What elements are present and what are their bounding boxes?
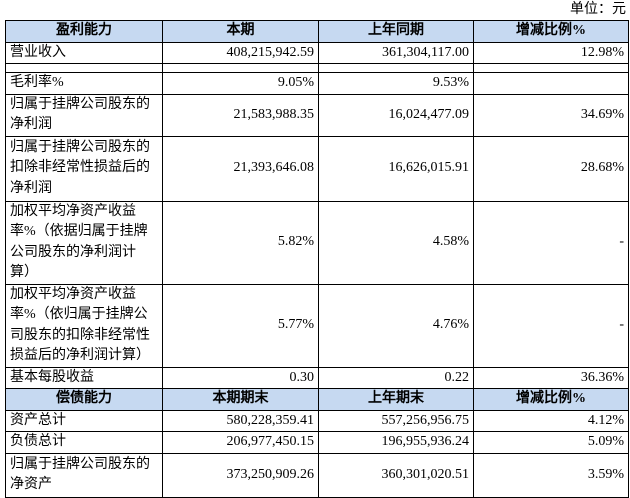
value-cell: [473, 72, 629, 95]
row-label: 负债总计: [5, 431, 163, 454]
value-cell: 373,250,909.26: [162, 452, 319, 498]
value-cell: 16,626,015.91: [318, 135, 474, 202]
value-cell: 36.36%: [473, 366, 629, 389]
label-line: 率%（依据归属于挂牌: [10, 224, 148, 239]
header-cell: 本期: [162, 20, 319, 43]
label-line: 扣除非经常性损益后的: [10, 160, 150, 176]
label-line: 公司股东的净利润计: [10, 244, 136, 260]
value-cell: 5.82%: [162, 200, 319, 285]
data-row: 毛利率% 9.05% 9.53%: [5, 72, 629, 95]
data-row: 负债总计 206,977,450.15 196,955,936.24 5.09%: [5, 431, 629, 454]
value-cell: 4.58%: [318, 200, 474, 285]
header-cell: 增减比例%: [473, 388, 629, 411]
row-label: 归属于挂牌公司股东的 扣除非经常性损益后的 净利润: [5, 135, 163, 202]
label-line: 毛利率%: [10, 75, 64, 90]
value-cell: -: [473, 283, 629, 368]
row-label: 基本每股收益: [5, 366, 163, 389]
value-cell: 4.76%: [318, 283, 474, 368]
label-line: 归属于挂牌公司股东的: [10, 456, 150, 472]
label-line: 基本每股收益: [10, 369, 94, 385]
row-label: 归属于挂牌公司股东的 净资产: [5, 452, 163, 498]
value-cell: 0.30: [162, 366, 319, 389]
row-label: 归属于挂牌公司股东的 净利润: [5, 93, 163, 137]
header-row: 偿债能力 本期期末 上年期末 增减比例%: [5, 388, 629, 411]
label-line: 净利润: [10, 117, 52, 132]
row-label: 毛利率%: [5, 72, 163, 95]
value-cell: 0.22: [318, 366, 474, 389]
row-label: 资产总计: [5, 409, 163, 432]
value-cell: 3.59%: [473, 452, 629, 498]
row-label: 加权平均净资产收益 率%（依据归属于挂牌 公司股东的净利润计 算）: [5, 200, 163, 285]
value-cell: -: [473, 200, 629, 285]
label-line: 净利润: [10, 180, 52, 196]
label-line: 算）: [10, 265, 38, 280]
value-cell: 4.12%: [473, 409, 629, 432]
label-line: 资产总计: [10, 412, 66, 428]
label-line: 净资产: [10, 477, 52, 492]
data-row: 营业收入 408,215,942.59 361,304,117.00 12.98%: [5, 41, 629, 64]
value-cell: 9.53%: [318, 72, 474, 95]
spacer-cell: [318, 63, 474, 73]
value-cell: 360,301,020.51: [318, 452, 474, 498]
value-cell: 206,977,450.15: [162, 431, 319, 454]
spacer-cell: [473, 63, 629, 73]
value-cell: 21,393,646.08: [162, 135, 319, 202]
data-row: 资产总计 580,228,359.41 557,256,956.75 4.12%: [5, 409, 629, 432]
value-cell: 5.09%: [473, 431, 629, 454]
label-line: 加权平均净资产收益: [10, 286, 136, 302]
label-line: 率%（依归属于挂牌公: [10, 307, 148, 322]
unit-label: 单位：元: [570, 2, 626, 17]
spacer-row: [5, 63, 629, 73]
spacer-cell: [5, 63, 163, 73]
value-cell: 12.98%: [473, 41, 629, 64]
label-line: 损益后的净利润计算）: [10, 348, 150, 363]
header-cell: 偿债能力: [5, 388, 163, 411]
data-row: 基本每股收益 0.30 0.22 36.36%: [5, 366, 629, 389]
data-row: 加权平均净资产收益 率%（依归属于挂牌公 司股东的扣除非经常性 损益后的净利润计算） 5…: [5, 283, 629, 368]
row-label: 营业收入: [5, 41, 163, 64]
value-cell: 16,024,477.09: [318, 93, 474, 137]
label-line: 加权平均净资产收益: [10, 203, 136, 219]
value-cell: 28.68%: [473, 135, 629, 202]
header-cell: 盈利能力: [5, 20, 163, 43]
value-cell: 34.69%: [473, 93, 629, 137]
data-row: 归属于挂牌公司股东的 净利润 21,583,988.35 16,024,477.09 3…: [5, 93, 629, 137]
label-line: 司股东的扣除非经常性: [10, 327, 150, 343]
header-cell: 本期期末: [162, 388, 319, 411]
header-cell: 上年同期: [318, 20, 474, 43]
data-row: 归属于挂牌公司股东的 扣除非经常性损益后的 净利润 21,393,646.08 16,6…: [5, 135, 629, 202]
value-cell: 9.05%: [162, 72, 319, 95]
value-cell: 361,304,117.00: [318, 41, 474, 64]
spacer-cell: [162, 63, 319, 73]
data-row: 归属于挂牌公司股东的 净资产 373,250,909.26 360,301,020.5…: [5, 452, 629, 498]
label-line: 营业收入: [10, 44, 66, 60]
value-cell: 580,228,359.41: [162, 409, 319, 432]
financial-table: 盈利能力 本期 上年同期 增减比例% 营业收入 408,215,942.59 361,304…: [5, 20, 629, 498]
value-cell: 21,583,988.35: [162, 93, 319, 137]
label-line: 负债总计: [10, 434, 66, 449]
header-row: 盈利能力 本期 上年同期 增减比例%: [5, 20, 629, 43]
label-line: 归属于挂牌公司股东的: [10, 139, 150, 155]
value-cell: 5.77%: [162, 283, 319, 368]
header-cell: 增减比例%: [473, 20, 629, 43]
value-cell: 408,215,942.59: [162, 41, 319, 64]
data-row: 加权平均净资产收益 率%（依据归属于挂牌 公司股东的净利润计 算） 5.82% 4.58%…: [5, 200, 629, 285]
row-label: 加权平均净资产收益 率%（依归属于挂牌公 司股东的扣除非经常性 损益后的净利润计算）: [5, 283, 163, 368]
header-cell: 上年期末: [318, 388, 474, 411]
label-line: 归属于挂牌公司股东的: [10, 96, 150, 112]
value-cell: 196,955,936.24: [318, 431, 474, 454]
value-cell: 557,256,956.75: [318, 409, 474, 432]
